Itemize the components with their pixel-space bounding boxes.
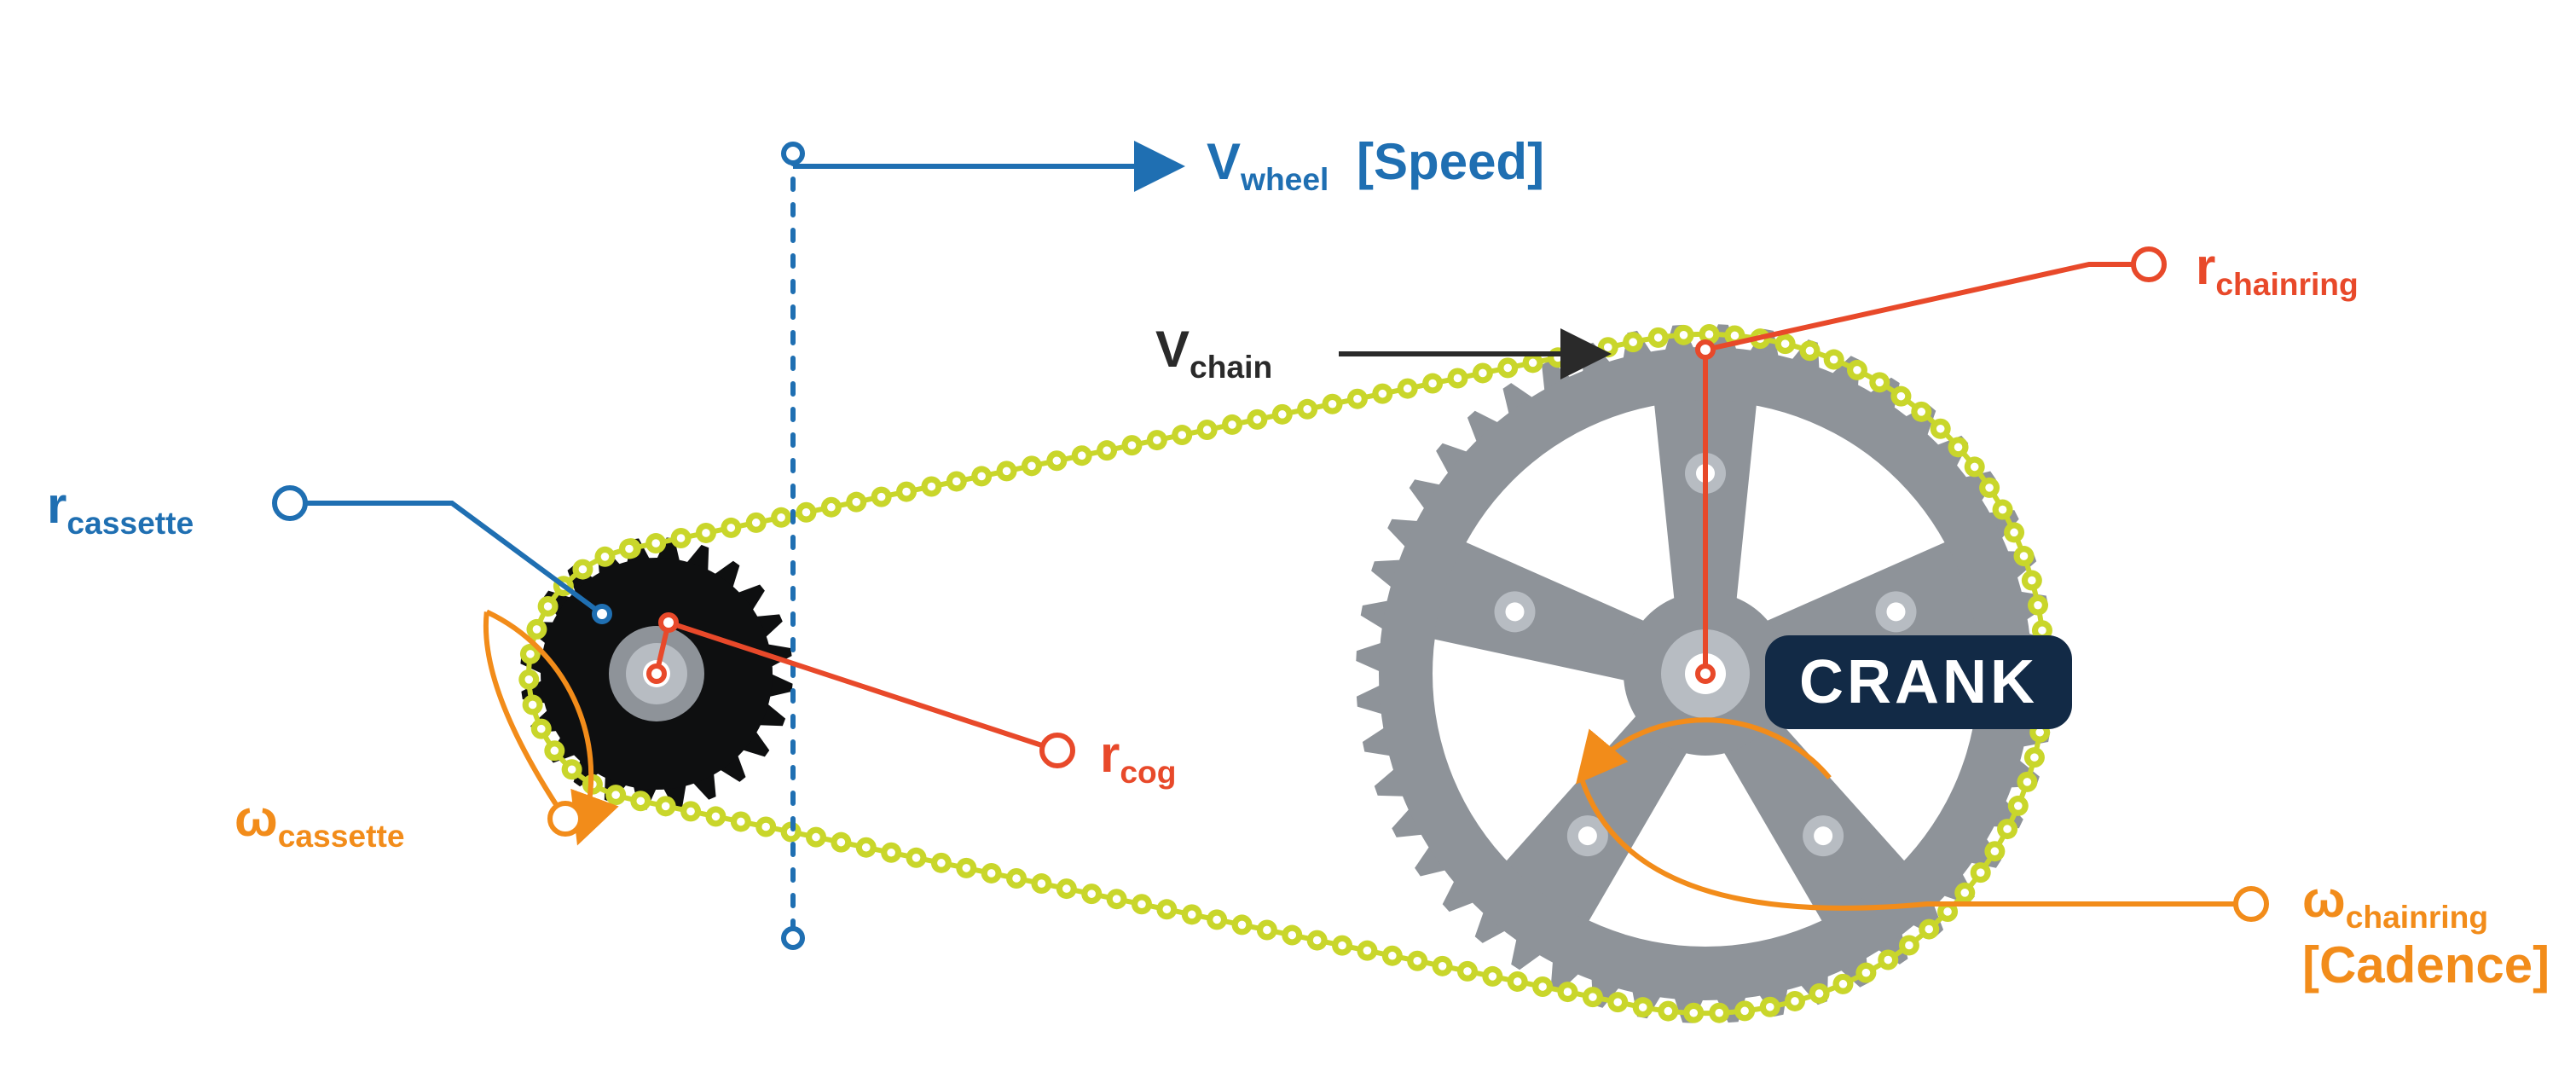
subscript: chainring xyxy=(2215,266,2358,302)
diagram-stage: Vwheel [Speed] Vchain rcassette rcog rch… xyxy=(0,0,2576,1066)
subscript: chain xyxy=(1190,349,1272,385)
bracket: [Cadence] xyxy=(2302,936,2550,994)
bracket: [Speed] xyxy=(1357,133,1544,190)
crank-badge-text: CRANK xyxy=(1799,647,2038,717)
label-w-chainring: ωchainring [Cadence] xyxy=(2302,870,2550,994)
subscript: cassette xyxy=(278,818,405,854)
symbol: V xyxy=(1207,133,1241,190)
label-v-wheel: Vwheel [Speed] xyxy=(1207,132,1544,198)
symbol: r xyxy=(1100,726,1120,783)
subscript: chainring xyxy=(2346,899,2488,935)
label-v-chain: Vchain xyxy=(1155,320,1272,385)
symbol: r xyxy=(2196,238,2215,295)
subscript: wheel xyxy=(1241,161,1329,197)
label-r-chainring: rchainring xyxy=(2196,237,2359,303)
crank-badge: CRANK xyxy=(1765,635,2072,729)
symbol: ω xyxy=(234,790,278,847)
symbol: r xyxy=(47,477,67,534)
label-r-cassette: rcassette xyxy=(47,476,194,542)
symbol: ω xyxy=(2302,871,2346,928)
label-r-cog: rcog xyxy=(1100,725,1176,791)
subscript: cassette xyxy=(67,505,194,541)
symbol: V xyxy=(1155,321,1190,378)
label-w-cassette: ωcassette xyxy=(234,789,405,855)
subscript: cog xyxy=(1120,754,1176,790)
